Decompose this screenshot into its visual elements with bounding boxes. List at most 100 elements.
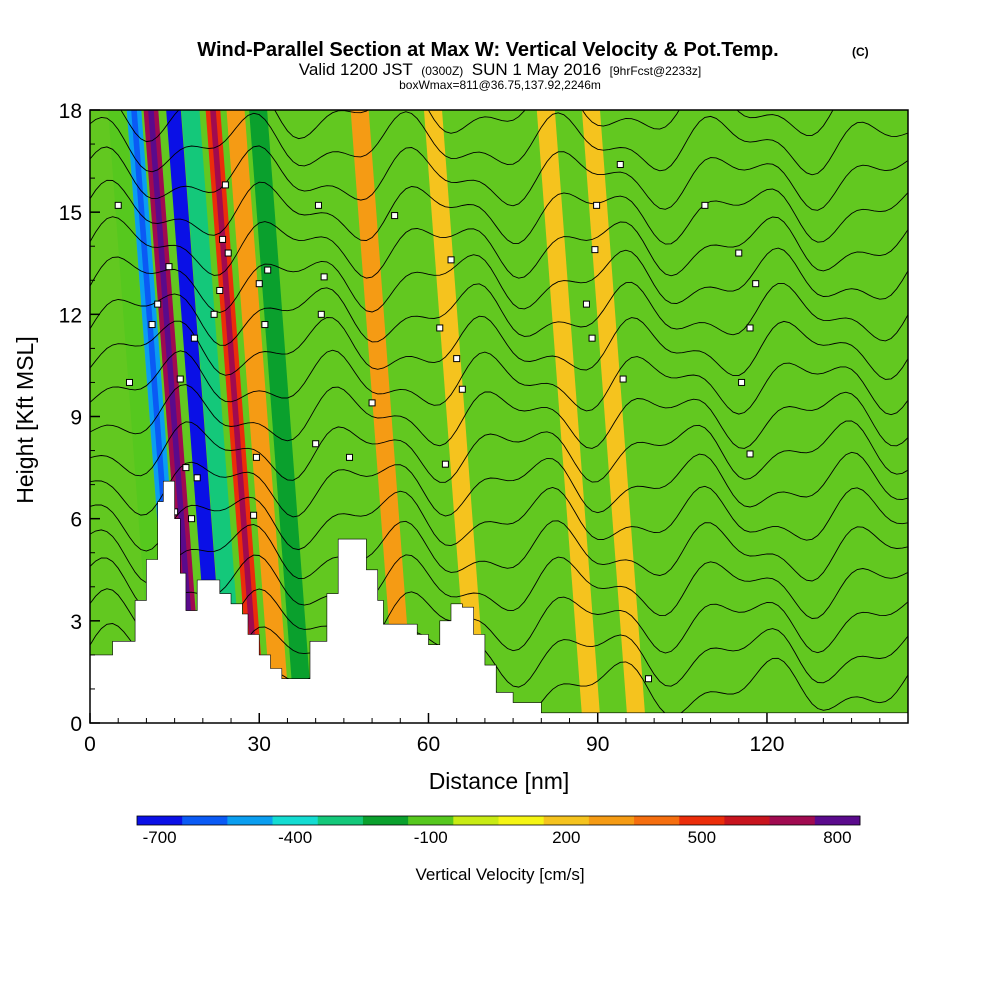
contour-label-38 [619,375,627,383]
colorbar-tick-label-1: -400 [278,828,312,847]
colorbar-segment-13 [724,816,771,825]
y-axis-title: Height [Kft MSL] [12,336,38,503]
contour-label-19 [261,321,269,329]
y-tick-label-1: 3 [70,611,82,634]
colorbar-segment-4 [317,816,364,825]
y-tick-label-2: 6 [70,509,82,532]
y-tick-label-5: 15 [59,202,82,225]
contour-label-37 [616,160,624,168]
colorbar-segment-14 [769,816,816,825]
chart-title-mark: (C) [852,45,869,59]
contour-label-22 [314,201,322,209]
theta-contour-17 [120,110,834,143]
contour-label-11 [210,310,218,318]
colorbar-title: Vertical Velocity [cm/s] [415,865,584,884]
theta-contour-5 [90,485,908,552]
contour-label-42 [738,378,746,386]
x-tick-label-2: 60 [417,733,440,756]
chart-title: Wind-Parallel Section at Max W: Vertical… [197,39,778,61]
velocity-core-3 [170,110,223,723]
contour-label-28 [436,324,444,332]
theta-contour-6 [90,451,908,518]
contour-label-21 [312,440,320,448]
colorbar-segment-11 [634,816,680,825]
colorbar-segment-6 [408,816,454,825]
theta-contour-11 [90,281,908,346]
velocity-band-7 [249,110,313,723]
theta-contour-13 [90,216,908,279]
velocity-band-8 [350,110,415,723]
contour-label-0 [114,201,122,209]
colorbar-segment-10 [588,816,635,825]
contour-label-18 [255,280,263,288]
contour-label-12 [216,286,224,294]
terrain [90,480,908,723]
contour-label-2 [148,321,156,329]
velocity-band-10 [536,110,601,723]
colorbar-tick-label-5: 800 [823,828,851,847]
contour-label-1 [125,378,133,386]
colorbar-segment-12 [679,816,725,825]
contour-label-31 [453,355,461,363]
contour-label-36 [593,201,601,209]
contour-label-3 [154,300,162,308]
colorbar-segment-2 [227,816,273,825]
velocity-band-4 [181,110,246,723]
contour-label-33 [582,300,590,308]
contour-annotations [114,160,760,683]
contour-label-29 [441,460,449,468]
subtitle-valid: Valid 1200 JST [299,60,413,79]
contour-label-43 [746,324,754,332]
contour-label-15 [224,249,232,257]
contour-label-17 [252,453,260,461]
velocity-core-2 [148,110,200,723]
colorbar-segment-9 [543,816,590,825]
colorbar-segment-0 [137,816,183,825]
contour-label-27 [391,212,399,220]
contour-label-23 [317,310,325,318]
contour-label-34 [588,334,596,342]
colorbar-tick-label-4: 500 [688,828,716,847]
theta-contour-4 [90,520,908,584]
velocity-band-6 [226,110,291,723]
contour-label-20 [264,266,272,274]
theta-contour-8 [90,384,908,449]
theta-contour-12 [90,247,908,313]
x-tick-label-3: 90 [586,733,609,756]
contour-label-24 [320,273,328,281]
contour-label-25 [346,453,354,461]
colorbar-ticks: -700 -400 -100 200 500 800 [143,828,852,847]
contour-label-45 [752,280,760,288]
colorbar-segment-1 [182,816,228,825]
theta-contour-14 [90,179,908,245]
colorbar-frame [136,815,861,826]
contour-label-7 [182,464,190,472]
velocity-core-5 [210,110,262,723]
contour-label-14 [221,181,229,189]
colorbar-segment-7 [453,816,499,825]
contour-label-32 [458,385,466,393]
contour-label-4 [165,263,173,271]
x-tick-label-4: 120 [749,733,784,756]
y-tick-label-0: 0 [70,713,82,736]
contour-label-6 [176,375,184,383]
y-tick-label-4: 12 [59,304,82,327]
subtitle-forecast: [9hrFcst@2233z] [610,64,702,78]
contour-label-9 [190,334,198,342]
contour-label-41 [735,249,743,257]
plot-area [90,110,908,723]
colorbar-segment-15 [814,816,861,825]
colorbar-tick-label-0: -700 [143,828,177,847]
x-axis-title: Distance [nm] [429,768,570,794]
colorbar-segment-5 [362,816,409,825]
contour-label-26 [368,399,376,407]
contour-label-40 [701,201,709,209]
subtitle-utc: (0300Z) [421,64,463,78]
theta-contour-3 [90,554,908,619]
velocity-band-9 [423,110,488,723]
y-tick-label-6: 18 [59,100,82,123]
x-tick-label-0: 0 [84,733,96,756]
theta-contour-9 [90,349,908,416]
chart-subtitle-box: boxWmax=811@36.75,137.92,2246m [399,78,601,92]
subtitle-date: SUN 1 May 2016 [472,60,601,79]
